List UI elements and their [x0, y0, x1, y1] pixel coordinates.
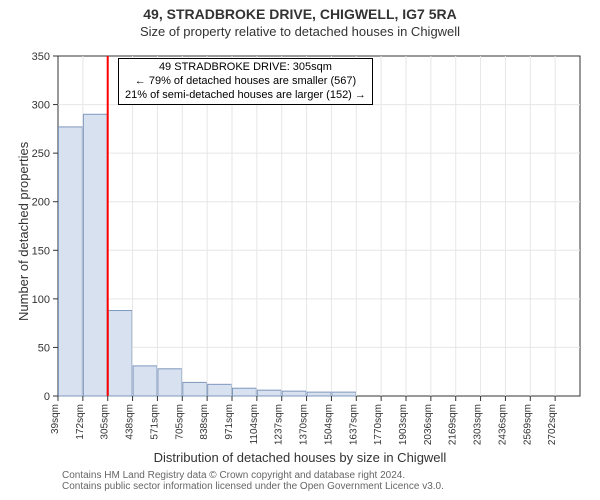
svg-text:838sqm: 838sqm — [199, 404, 210, 440]
svg-text:50: 50 — [38, 342, 50, 354]
svg-text:200: 200 — [32, 197, 50, 209]
footer-line-2: Contains public sector information licen… — [62, 481, 444, 492]
svg-text:150: 150 — [32, 245, 50, 257]
annotation-line-2: ← 79% of detached houses are smaller (56… — [125, 75, 366, 89]
svg-text:0: 0 — [44, 391, 50, 403]
annotation-box: 49 STRADBROKE DRIVE: 305sqm ← 79% of det… — [118, 58, 373, 105]
y-axis-label: Number of detached properties — [16, 142, 31, 321]
svg-text:1770sqm: 1770sqm — [373, 404, 384, 445]
svg-text:971sqm: 971sqm — [224, 404, 235, 440]
svg-text:571sqm: 571sqm — [149, 404, 160, 440]
svg-text:305sqm: 305sqm — [100, 404, 111, 440]
annotation-line-1: 49 STRADBROKE DRIVE: 305sqm — [125, 61, 366, 75]
svg-text:1637sqm: 1637sqm — [348, 404, 359, 445]
svg-text:1370sqm: 1370sqm — [299, 404, 310, 445]
chart-container: 49, STRADBROKE DRIVE, CHIGWELL, IG7 5RA … — [0, 0, 600, 500]
svg-text:2169sqm: 2169sqm — [448, 404, 459, 445]
svg-text:100: 100 — [32, 294, 50, 306]
svg-text:2436sqm: 2436sqm — [497, 404, 508, 445]
footer-line-1: Contains HM Land Registry data © Crown c… — [62, 470, 444, 481]
svg-text:2303sqm: 2303sqm — [473, 404, 484, 445]
svg-text:350: 350 — [32, 51, 50, 63]
svg-text:2036sqm: 2036sqm — [423, 404, 434, 445]
svg-text:2702sqm: 2702sqm — [547, 404, 558, 445]
svg-text:39sqm: 39sqm — [50, 404, 61, 434]
svg-text:1504sqm: 1504sqm — [323, 404, 334, 445]
svg-text:1903sqm: 1903sqm — [398, 404, 409, 445]
footer-attribution: Contains HM Land Registry data © Crown c… — [62, 470, 444, 492]
svg-text:705sqm: 705sqm — [174, 404, 185, 440]
svg-text:1104sqm: 1104sqm — [249, 404, 260, 444]
svg-text:1237sqm: 1237sqm — [274, 404, 285, 445]
annotation-line-3: 21% of semi-detached houses are larger (… — [125, 89, 366, 103]
svg-text:172sqm: 172sqm — [75, 404, 86, 440]
svg-text:250: 250 — [32, 148, 50, 160]
svg-text:438sqm: 438sqm — [125, 404, 136, 440]
svg-text:2569sqm: 2569sqm — [522, 404, 533, 445]
svg-text:300: 300 — [32, 100, 50, 112]
x-axis-label: Distribution of detached houses by size … — [0, 450, 600, 465]
